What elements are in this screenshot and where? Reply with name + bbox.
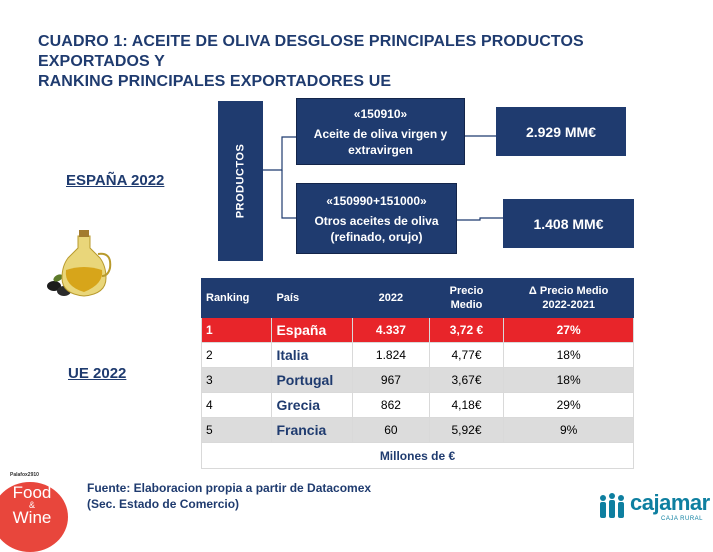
cell-value: 1.824 <box>352 342 430 368</box>
source-line-1: Fuente: Elaboracion propia a partir de D… <box>87 481 372 495</box>
header-precio-l1: Precio <box>449 285 484 297</box>
cell-rank: 2 <box>200 342 273 368</box>
product-code: «150910» <box>353 106 408 121</box>
cell-precio: 5,92€ <box>428 417 505 443</box>
cell-delta: 9% <box>503 417 634 443</box>
food-wine-logo: Palafox2910 Food & Wine <box>0 470 70 552</box>
fw-food: Food <box>12 483 52 502</box>
table-footer-row: Millones de € <box>201 442 634 469</box>
ue-label: UE 2022 <box>68 365 127 382</box>
cajamar-logo: cajamar CAJA RURAL <box>597 486 710 526</box>
cell-value: 60 <box>352 417 430 443</box>
table-row: 1 España 4.337 3,72 € 27% <box>200 317 634 343</box>
fw-wine: Wine <box>12 508 52 527</box>
header-delta: Δ Precio Medio 2022-2021 <box>503 278 634 318</box>
cell-delta: 18% <box>503 367 634 393</box>
food-wine-text: Food & Wine <box>8 483 56 527</box>
cell-precio: 3,72 € <box>428 317 505 343</box>
cell-delta: 27% <box>503 317 634 343</box>
product-name: Otros aceites de oliva (refinado, orujo) <box>314 213 439 244</box>
header-year: 2022 <box>352 278 430 318</box>
header-delta-l1: Δ Precio Medio <box>528 285 609 297</box>
cell-precio: 4,77€ <box>428 342 505 368</box>
cell-pais: Grecia <box>271 392 354 418</box>
cell-precio: 3,67€ <box>428 367 505 393</box>
cell-pais: Francia <box>271 417 354 443</box>
cell-precio: 4,18€ <box>428 392 505 418</box>
cell-value: 967 <box>352 367 430 393</box>
cell-pais: Portugal <box>271 367 354 393</box>
page-title: CUADRO 1: ACEITE DE OLIVA DESGLOSE PRINC… <box>38 32 688 92</box>
cajamar-name: cajamar <box>630 490 710 515</box>
ranking-table: Ranking País 2022 Precio Medio Δ Precio M… <box>200 278 634 469</box>
cajamar-people-icon <box>600 493 624 518</box>
table-header-row: Ranking País 2022 Precio Medio Δ Precio M… <box>200 278 634 318</box>
espana-label: ESPAÑA 2022 <box>66 172 165 189</box>
product-box-150910: «150910» Aceite de oliva virgen y extrav… <box>296 98 465 165</box>
cell-value: 862 <box>352 392 430 418</box>
productos-box: PRODUCTOS <box>218 101 263 261</box>
cell-rank: 4 <box>200 392 273 418</box>
title-line-1: CUADRO 1: ACEITE DE OLIVA DESGLOSE PRINC… <box>38 33 584 70</box>
olive-oil-bottle-image <box>47 230 112 297</box>
table-row: 4 Grecia 862 4,18€ 29% <box>200 392 634 418</box>
header-ranking: Ranking <box>200 278 273 318</box>
table-row: 5 Francia 60 5,92€ 9% <box>200 417 634 443</box>
cell-pais: España <box>271 317 354 343</box>
cell-value: 4.337 <box>352 317 430 343</box>
fw-amp: & <box>28 500 35 510</box>
connector-lines <box>263 135 503 221</box>
table-row: 3 Portugal 967 3,67€ 18% <box>200 367 634 393</box>
title-line-2: RANKING PRINCIPALES EXPORTADORES UE <box>38 73 392 90</box>
product-code: «150990+151000» <box>326 193 427 208</box>
cell-rank: 5 <box>200 417 273 443</box>
header-delta-l2: 2022-2021 <box>542 299 595 311</box>
food-wine-top-text: Palafox2910 <box>10 472 39 478</box>
cell-rank: 3 <box>200 367 273 393</box>
product-value-box: 2.929 MM€ <box>496 107 626 156</box>
header-precio-l2: Medio <box>450 299 483 311</box>
source-line-2: (Sec. Estado de Comercio) <box>87 497 240 511</box>
cell-pais: Italia <box>271 342 354 368</box>
cajamar-sub: CAJA RURAL <box>661 516 704 522</box>
cell-delta: 29% <box>503 392 634 418</box>
table-footer: Millones de € <box>201 442 634 469</box>
table-row: 2 Italia 1.824 4,77€ 18% <box>200 342 634 368</box>
source-note: Fuente: Elaboracion propia a partir de D… <box>87 480 371 512</box>
product-name: Aceite de oliva virgen y extravirgen <box>313 126 448 157</box>
product-value-box: 1.408 MM€ <box>503 199 634 248</box>
cell-rank: 1 <box>200 317 273 343</box>
cell-delta: 18% <box>503 342 634 368</box>
header-pais: País <box>271 278 354 318</box>
product-box-150990: «150990+151000» Otros aceites de oliva (… <box>296 183 457 254</box>
header-precio: Precio Medio <box>428 278 505 318</box>
